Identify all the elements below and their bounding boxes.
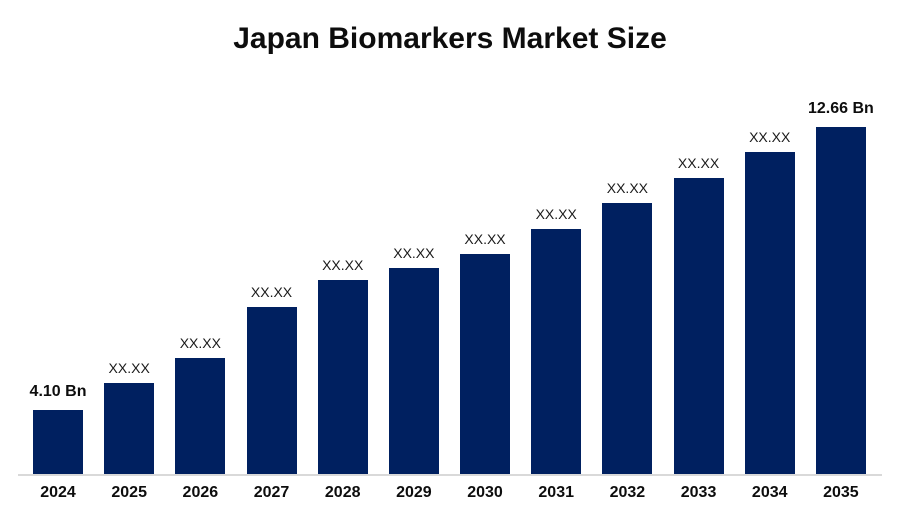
- bar-value-label: XX.XX: [606, 180, 648, 196]
- bar-value-label: XX.XX: [535, 206, 577, 222]
- bar: [744, 152, 795, 474]
- bar-column: XX.XX: [388, 245, 439, 474]
- bar-value-label: XX.XX: [749, 129, 791, 145]
- bar: [246, 307, 297, 474]
- bar-value-label: XX.XX: [677, 155, 720, 171]
- bar-column: XX.XX: [104, 360, 155, 474]
- bar: [815, 127, 866, 474]
- bar-value-label: XX.XX: [250, 284, 293, 300]
- bar-column: XX.XX: [175, 335, 226, 474]
- x-axis-label: 2026: [182, 484, 219, 501]
- x-axis-label: 2024: [40, 484, 76, 501]
- bar-value-label: 4.10 Bn: [29, 383, 87, 400]
- bar: [317, 280, 368, 474]
- bar: [175, 358, 226, 474]
- x-axis-label: 2035: [823, 484, 859, 501]
- bar-column: 12.66 Bn: [808, 100, 874, 474]
- bar-value-label: 12.66 Bn: [807, 100, 874, 117]
- x-axis: 2024 2025 2026 2027 2028 2029 2030 2031 2032 2033…: [33, 484, 866, 502]
- bar: [673, 178, 724, 474]
- x-axis-label: 2032: [609, 484, 646, 501]
- x-axis-label: 2029: [396, 484, 432, 501]
- bar: [104, 383, 155, 474]
- x-axis-line: [18, 474, 882, 476]
- bar-column: XX.XX: [673, 155, 724, 474]
- bar-column: XX.XX: [246, 284, 297, 474]
- x-axis-label: 2031: [538, 484, 574, 501]
- bar: [531, 229, 582, 474]
- bar-value-label: XX.XX: [179, 335, 221, 351]
- plot-area: 4.10 Bn XX.XX XX.XX XX.XX XX.XX XX.XX XX.XX XX.…: [30, 0, 874, 474]
- x-axis-label: 2033: [680, 484, 717, 501]
- x-axis-label: 2030: [467, 484, 503, 501]
- bar: [388, 268, 439, 474]
- bar-column: XX.XX: [317, 257, 368, 474]
- chart-title: Japan Biomarkers Market Size: [233, 22, 667, 55]
- bar-value-label: XX.XX: [393, 245, 435, 261]
- bar-column: 4.10 Bn: [30, 383, 86, 474]
- x-axis-label: 2025: [111, 484, 147, 501]
- x-axis-label: 2028: [324, 484, 361, 501]
- bar: [460, 254, 511, 474]
- bar: [602, 203, 653, 474]
- bar-value-label: XX.XX: [464, 231, 506, 247]
- bar: [33, 410, 83, 474]
- bar-value-label: XX.XX: [322, 257, 364, 273]
- x-axis-label: 2027: [253, 484, 290, 501]
- bar-column: XX.XX: [460, 231, 511, 474]
- bar-column: XX.XX: [531, 206, 582, 474]
- bar-column: XX.XX: [602, 180, 653, 474]
- bar-column: XX.XX: [744, 129, 795, 474]
- bar-value-label: XX.XX: [108, 360, 150, 376]
- x-axis-label: 2034: [751, 484, 788, 501]
